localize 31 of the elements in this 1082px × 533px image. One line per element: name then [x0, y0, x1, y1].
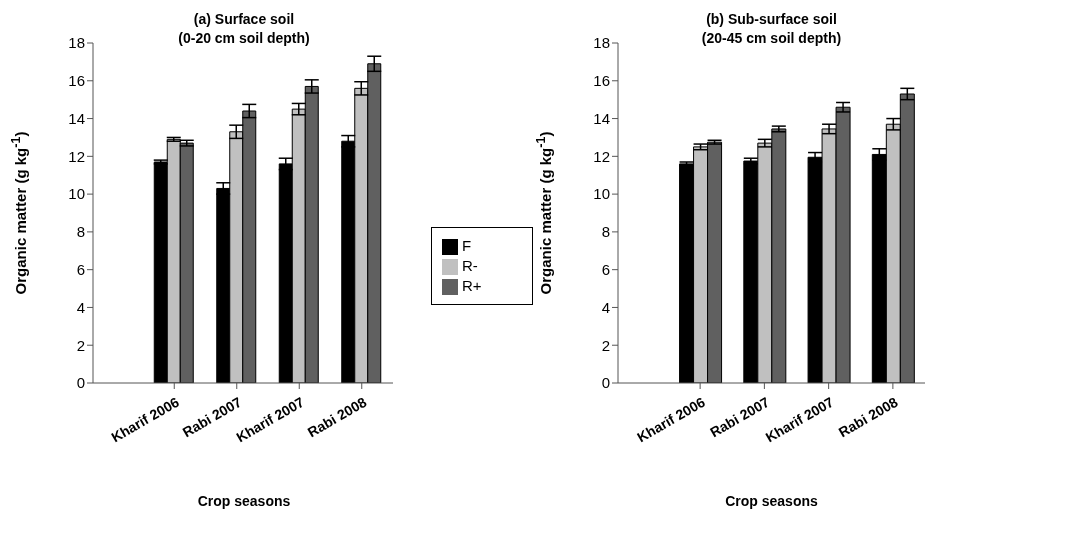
y-tick-label: 8 [601, 223, 610, 241]
y-tick-label: 2 [76, 336, 85, 354]
y-tick-label: 2 [601, 336, 610, 354]
y-tick-label: 0 [601, 374, 610, 392]
y-tick-label: 4 [76, 298, 85, 316]
y-tick-label: 6 [76, 260, 85, 278]
y-tick-label: 12 [68, 147, 85, 165]
y-tick-label: 14 [68, 109, 85, 127]
chart-subtitle: (20-45 cm soil depth) [700, 29, 843, 48]
chart-subtitle: (0-20 cm soil depth) [177, 29, 311, 48]
legend-label: R- [462, 256, 478, 274]
y-tick-label: 10 [68, 185, 85, 203]
y-tick-label: 16 [593, 72, 610, 90]
chart-title: (a) Surface soil [192, 10, 296, 29]
x-axis-title: Crop seasons [724, 493, 819, 509]
x-tick-label: Rabi 2008 [304, 393, 370, 441]
y-tick-label: 16 [68, 72, 85, 90]
y-tick-label: 18 [593, 34, 610, 52]
y-tick-label: 8 [76, 223, 85, 241]
x-tick-label: Rabi 2008 [835, 393, 901, 441]
legend-label: F [462, 236, 472, 254]
x-axis-title: Crop seasons [196, 493, 292, 509]
chart-title: (b) Sub-surface soil [705, 10, 838, 29]
y-tick-label: 14 [593, 109, 610, 127]
y-tick-label: 6 [601, 260, 610, 278]
y-tick-label: 10 [593, 185, 610, 203]
y-tick-label: 4 [601, 298, 610, 316]
legend-label: R+ [462, 276, 482, 294]
y-tick-label: 0 [76, 374, 85, 392]
y-tick-label: 18 [68, 34, 85, 52]
y-tick-label: 12 [593, 147, 610, 165]
